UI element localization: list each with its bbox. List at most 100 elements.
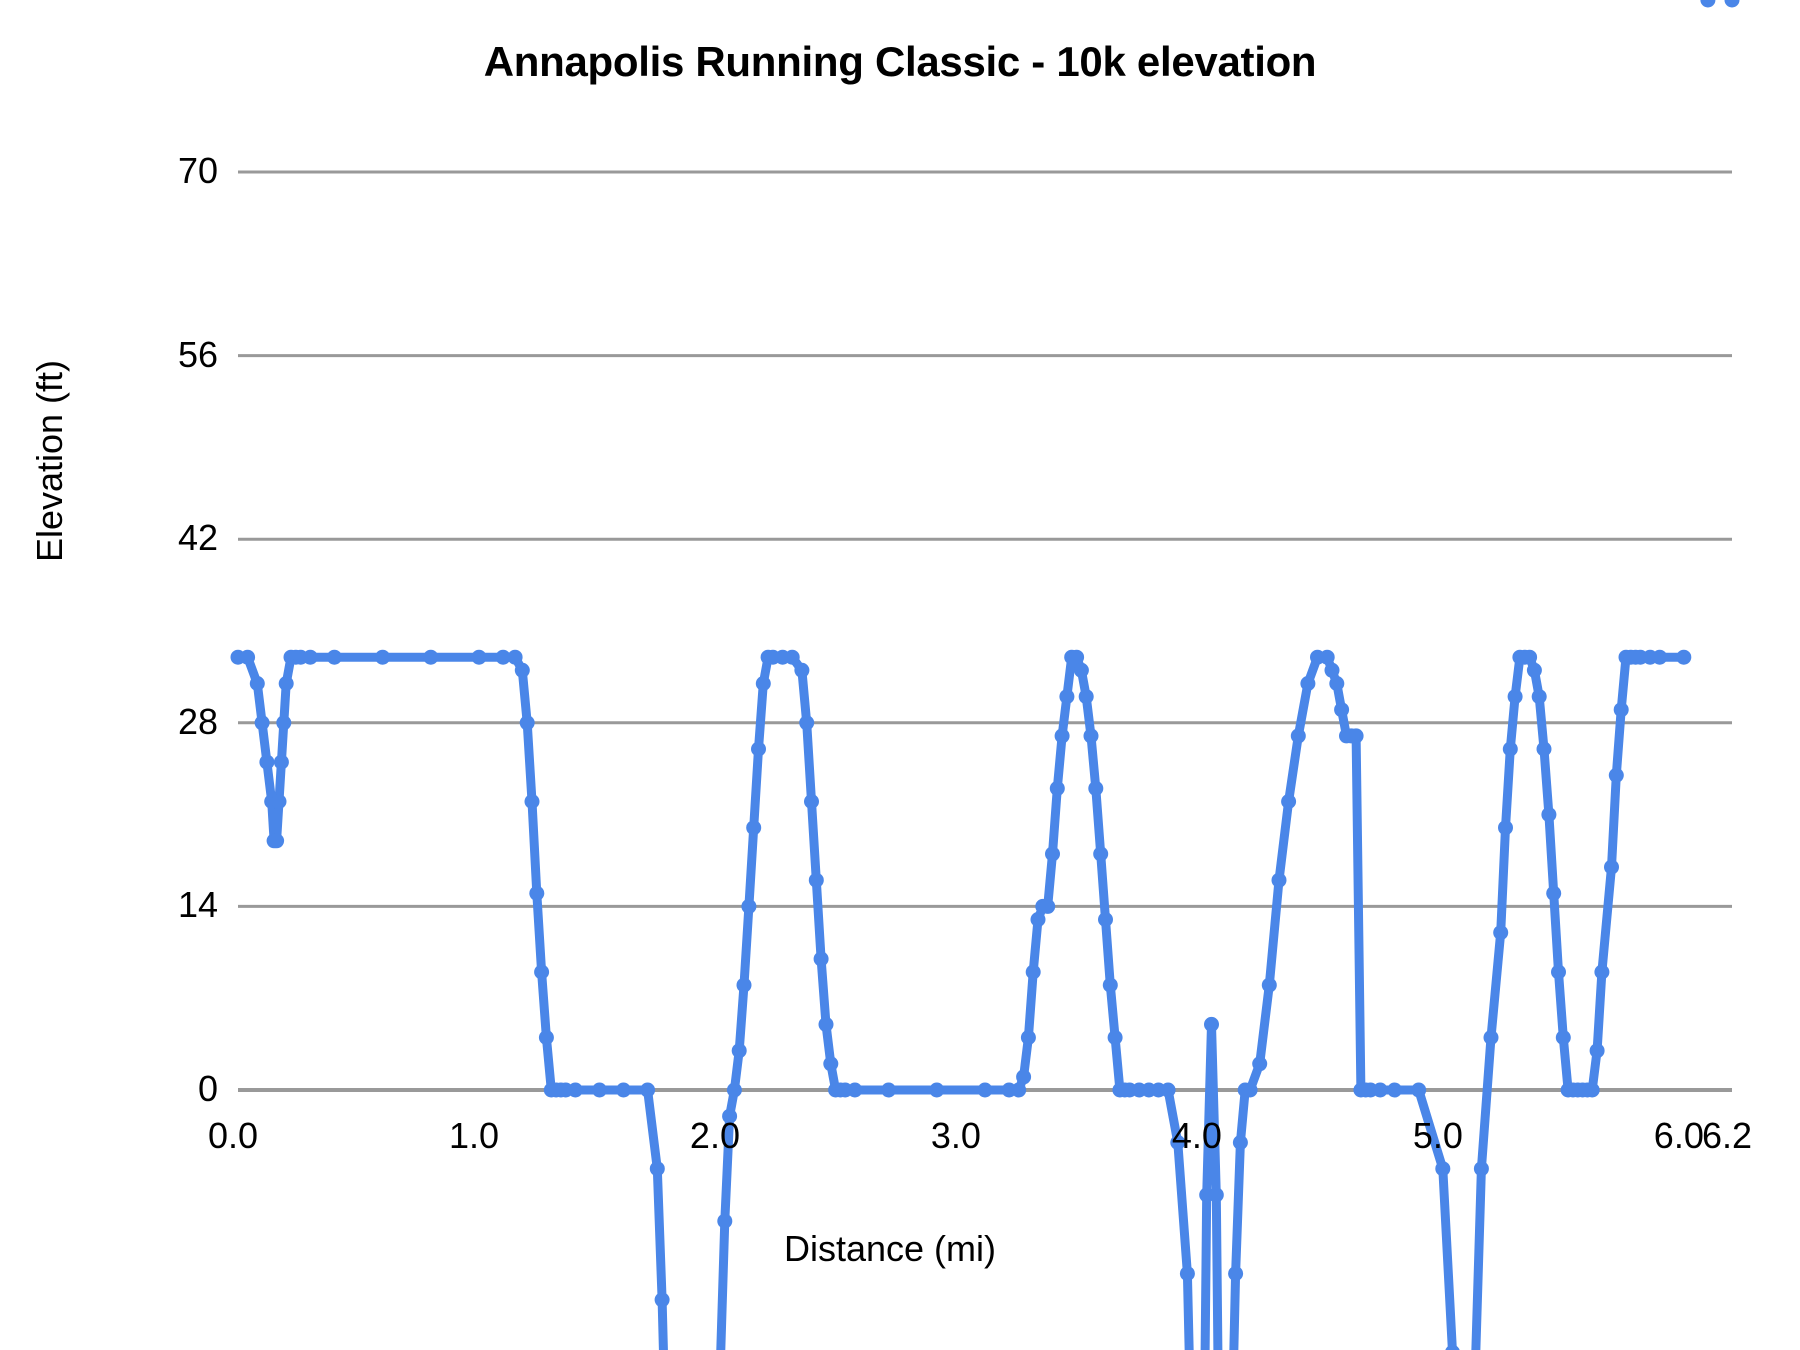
data-point: [1594, 964, 1610, 980]
y-axis-tick-label: 28: [177, 700, 218, 742]
data-point: [1526, 662, 1542, 678]
data-point: [1179, 1266, 1195, 1282]
data-point: [1531, 689, 1547, 705]
data-point: [794, 662, 810, 678]
data-point: [514, 662, 530, 678]
data-point: [1589, 1043, 1605, 1059]
data-point: [259, 754, 275, 770]
y-axis-tick-label: 56: [177, 333, 218, 375]
data-point: [1300, 676, 1316, 691]
data-point: [1324, 662, 1340, 678]
data-point: [1049, 780, 1065, 796]
data-point: [1020, 1030, 1036, 1045]
y-axis-tick-label: 0: [197, 1068, 218, 1109]
data-point: [640, 1082, 656, 1098]
data-point: [813, 951, 829, 967]
data-point: [1054, 728, 1070, 744]
data-point: [1232, 1135, 1248, 1150]
data-point: [1069, 649, 1085, 665]
x-axis-tick-label: 6.0: [1653, 1115, 1704, 1156]
data-point: [1281, 794, 1297, 809]
data-point: [1676, 649, 1692, 665]
x-axis-title: Distance (mi): [783, 1228, 997, 1269]
data-point: [717, 1213, 733, 1229]
chart-title: Annapolis Running Classic - 10k elevatio…: [483, 38, 1317, 85]
gridlines: [238, 170, 1732, 1092]
data-point: [881, 1082, 897, 1098]
data-point: [977, 1082, 993, 1098]
data-point: [649, 1161, 665, 1177]
data-point: [534, 964, 550, 980]
data-point: [375, 649, 391, 665]
data-point: [1387, 1082, 1403, 1098]
data-point: [1493, 925, 1509, 941]
x-axis-tick-label: 0.0: [208, 1115, 259, 1156]
data-point: [1372, 1082, 1388, 1098]
data-point: [1604, 859, 1619, 875]
data-point: [736, 977, 752, 993]
data-point: [1546, 885, 1562, 901]
data-point: [1204, 1016, 1219, 1032]
elevation-line: [233, 652, 1689, 1350]
data-point: [847, 1082, 863, 1098]
data-point: [1045, 846, 1060, 862]
data-point: [273, 754, 289, 770]
data-point: [1073, 662, 1089, 678]
data-point: [1334, 702, 1350, 718]
data-point: [1271, 872, 1287, 888]
data-point: [1329, 676, 1345, 691]
data-point: [784, 649, 800, 665]
elevation-markers: [230, 0, 1740, 1350]
data-point: [1483, 1030, 1499, 1045]
data-point: [1102, 977, 1118, 993]
data-point: [741, 898, 757, 914]
data-point: [249, 676, 265, 691]
y-axis-tick-label: 42: [177, 517, 218, 559]
data-point: [929, 1082, 945, 1098]
data-point: [519, 715, 535, 731]
data-point: [1613, 702, 1629, 718]
data-point: [1290, 728, 1306, 744]
data-point: [722, 1108, 738, 1124]
data-point: [1025, 964, 1041, 980]
data-point: [1030, 912, 1046, 927]
data-point: [538, 1030, 554, 1045]
data-point: [1228, 1266, 1244, 1282]
data-point: [1107, 1030, 1123, 1045]
data-point: [1435, 1161, 1451, 1177]
x-axis-tick-label: 5.0: [1412, 1115, 1463, 1156]
y-axis-tick-label: 70: [177, 150, 218, 191]
data-point: [1536, 741, 1552, 757]
data-point: [271, 794, 287, 809]
data-point: [654, 1292, 670, 1308]
x-axis-tick-label: 3.0: [930, 1115, 981, 1156]
data-point: [1319, 649, 1335, 665]
data-point: [507, 649, 523, 665]
data-point: [423, 649, 439, 665]
x-axis-tick-label: 4.0: [1171, 1115, 1222, 1156]
data-point: [1498, 820, 1513, 836]
data-point: [1522, 649, 1538, 665]
data-point: [808, 872, 824, 888]
data-point: [1088, 780, 1104, 796]
data-point: [746, 820, 762, 836]
data-point: [726, 1082, 742, 1098]
data-point: [1445, 1344, 1460, 1350]
data-point: [240, 649, 256, 665]
data-point: [804, 794, 819, 809]
data-point: [567, 1082, 583, 1098]
data-point: [755, 676, 771, 691]
data-point: [1252, 1056, 1268, 1072]
data-point: [592, 1082, 607, 1098]
data-point: [529, 885, 545, 901]
x-axis-tick-label: 2.0: [689, 1115, 740, 1156]
data-point: [1348, 728, 1364, 744]
data-point: [1541, 807, 1557, 823]
data-point: [1059, 689, 1075, 705]
x-axis-tick-label: 6.2: [1702, 1115, 1753, 1156]
data-point: [1242, 1082, 1258, 1098]
data-point: [1507, 689, 1523, 705]
data-point: [254, 715, 270, 731]
